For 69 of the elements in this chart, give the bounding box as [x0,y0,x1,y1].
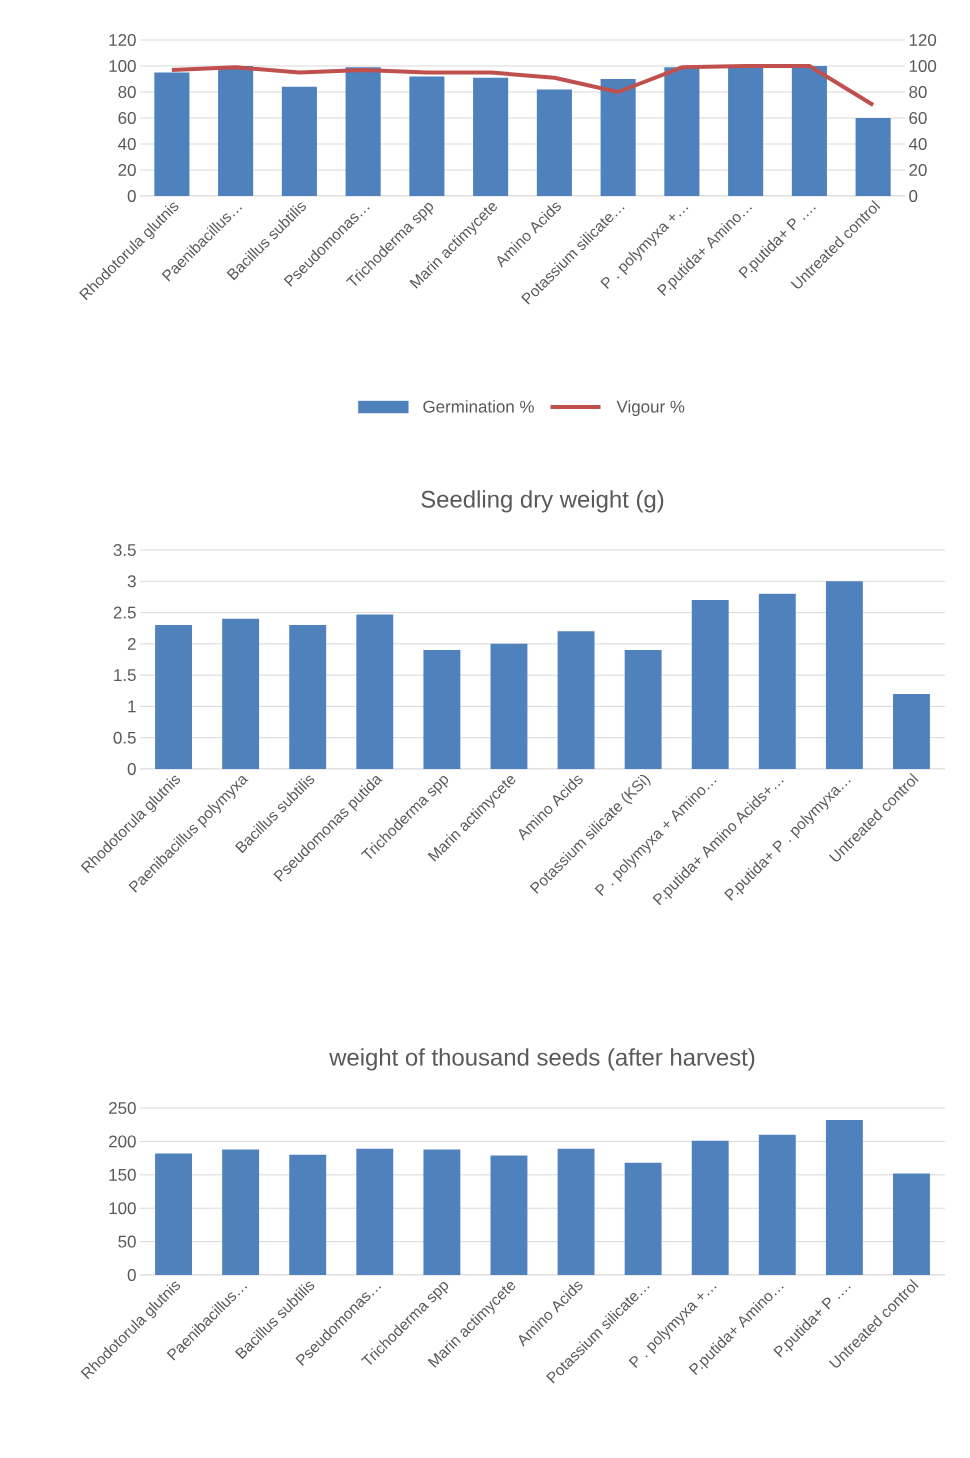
bar [423,1149,461,1276]
bar [893,1173,930,1276]
bar [691,600,729,770]
bar [289,1154,327,1276]
bar [758,1134,796,1276]
bar [557,1148,595,1276]
chart-title: weight of thousand seeds (after harvest) [329,1048,755,1071]
bar [664,67,700,196]
bar [289,625,327,770]
y-tick-label: 60 [118,112,136,125]
bar [473,77,509,196]
y2-tick-label: 80 [909,86,927,99]
y-tick-label: 2.5 [113,606,136,619]
y-tick-label: 1.5 [114,669,136,682]
y2-tick-label: 20 [909,164,927,177]
y-tick-label: 200 [109,1135,136,1148]
chart-title: Seedling dry weight (g) [421,490,664,513]
bar [758,593,796,770]
bar [825,581,863,770]
y-tick-label: 0 [127,763,136,776]
bar [855,118,891,196]
bar [155,625,192,770]
y-tick-label: 1 [128,700,136,713]
bar [345,67,381,196]
bar [600,79,636,196]
bar [154,72,190,196]
legend-label: Vigour % [616,400,685,416]
bar [893,693,930,770]
y2-tick-label: 60 [909,112,927,125]
bar [356,1148,394,1276]
y-tick-label: 3.5 [113,544,136,557]
bar [490,1155,528,1276]
bar [691,1140,729,1276]
bar [281,86,317,196]
y-tick-label: 50 [118,1235,136,1248]
y2-tick-label: 40 [908,138,927,151]
bar [728,66,764,196]
y-tick-label: 120 [109,34,136,46]
bar [825,1120,863,1276]
y-tick-label: 0.5 [113,731,136,744]
y-tick-label: 100 [109,1202,136,1215]
y-tick-label: 100 [109,60,136,72]
bar [222,1149,260,1276]
bar [222,618,260,770]
y-tick-label: 40 [118,138,136,151]
y-tick-label: 20 [118,164,136,177]
y2-tick-label: 100 [909,60,937,73]
y-tick-label: 2 [127,637,136,650]
y-tick-label: 250 [109,1102,136,1115]
y-tick-label: 150 [109,1168,136,1181]
y2-tick-label: 0 [909,190,918,203]
bar [423,650,461,770]
y-tick-label: 0 [127,190,136,203]
bar [624,650,662,770]
y-tick-label: 80 [118,86,136,98]
bar [624,1162,662,1276]
bar [490,643,528,770]
line-series [169,64,876,107]
bar [218,66,254,196]
y2-tick-label: 120 [909,34,937,47]
legend-label: Germination % [423,400,534,413]
bar [791,66,827,196]
bar [356,614,394,770]
y-tick-label: 0 [127,1269,136,1282]
bar [409,76,445,196]
bar [557,631,595,770]
bar [536,89,572,196]
bar [155,1153,192,1276]
y-tick-label: 3 [127,575,136,588]
